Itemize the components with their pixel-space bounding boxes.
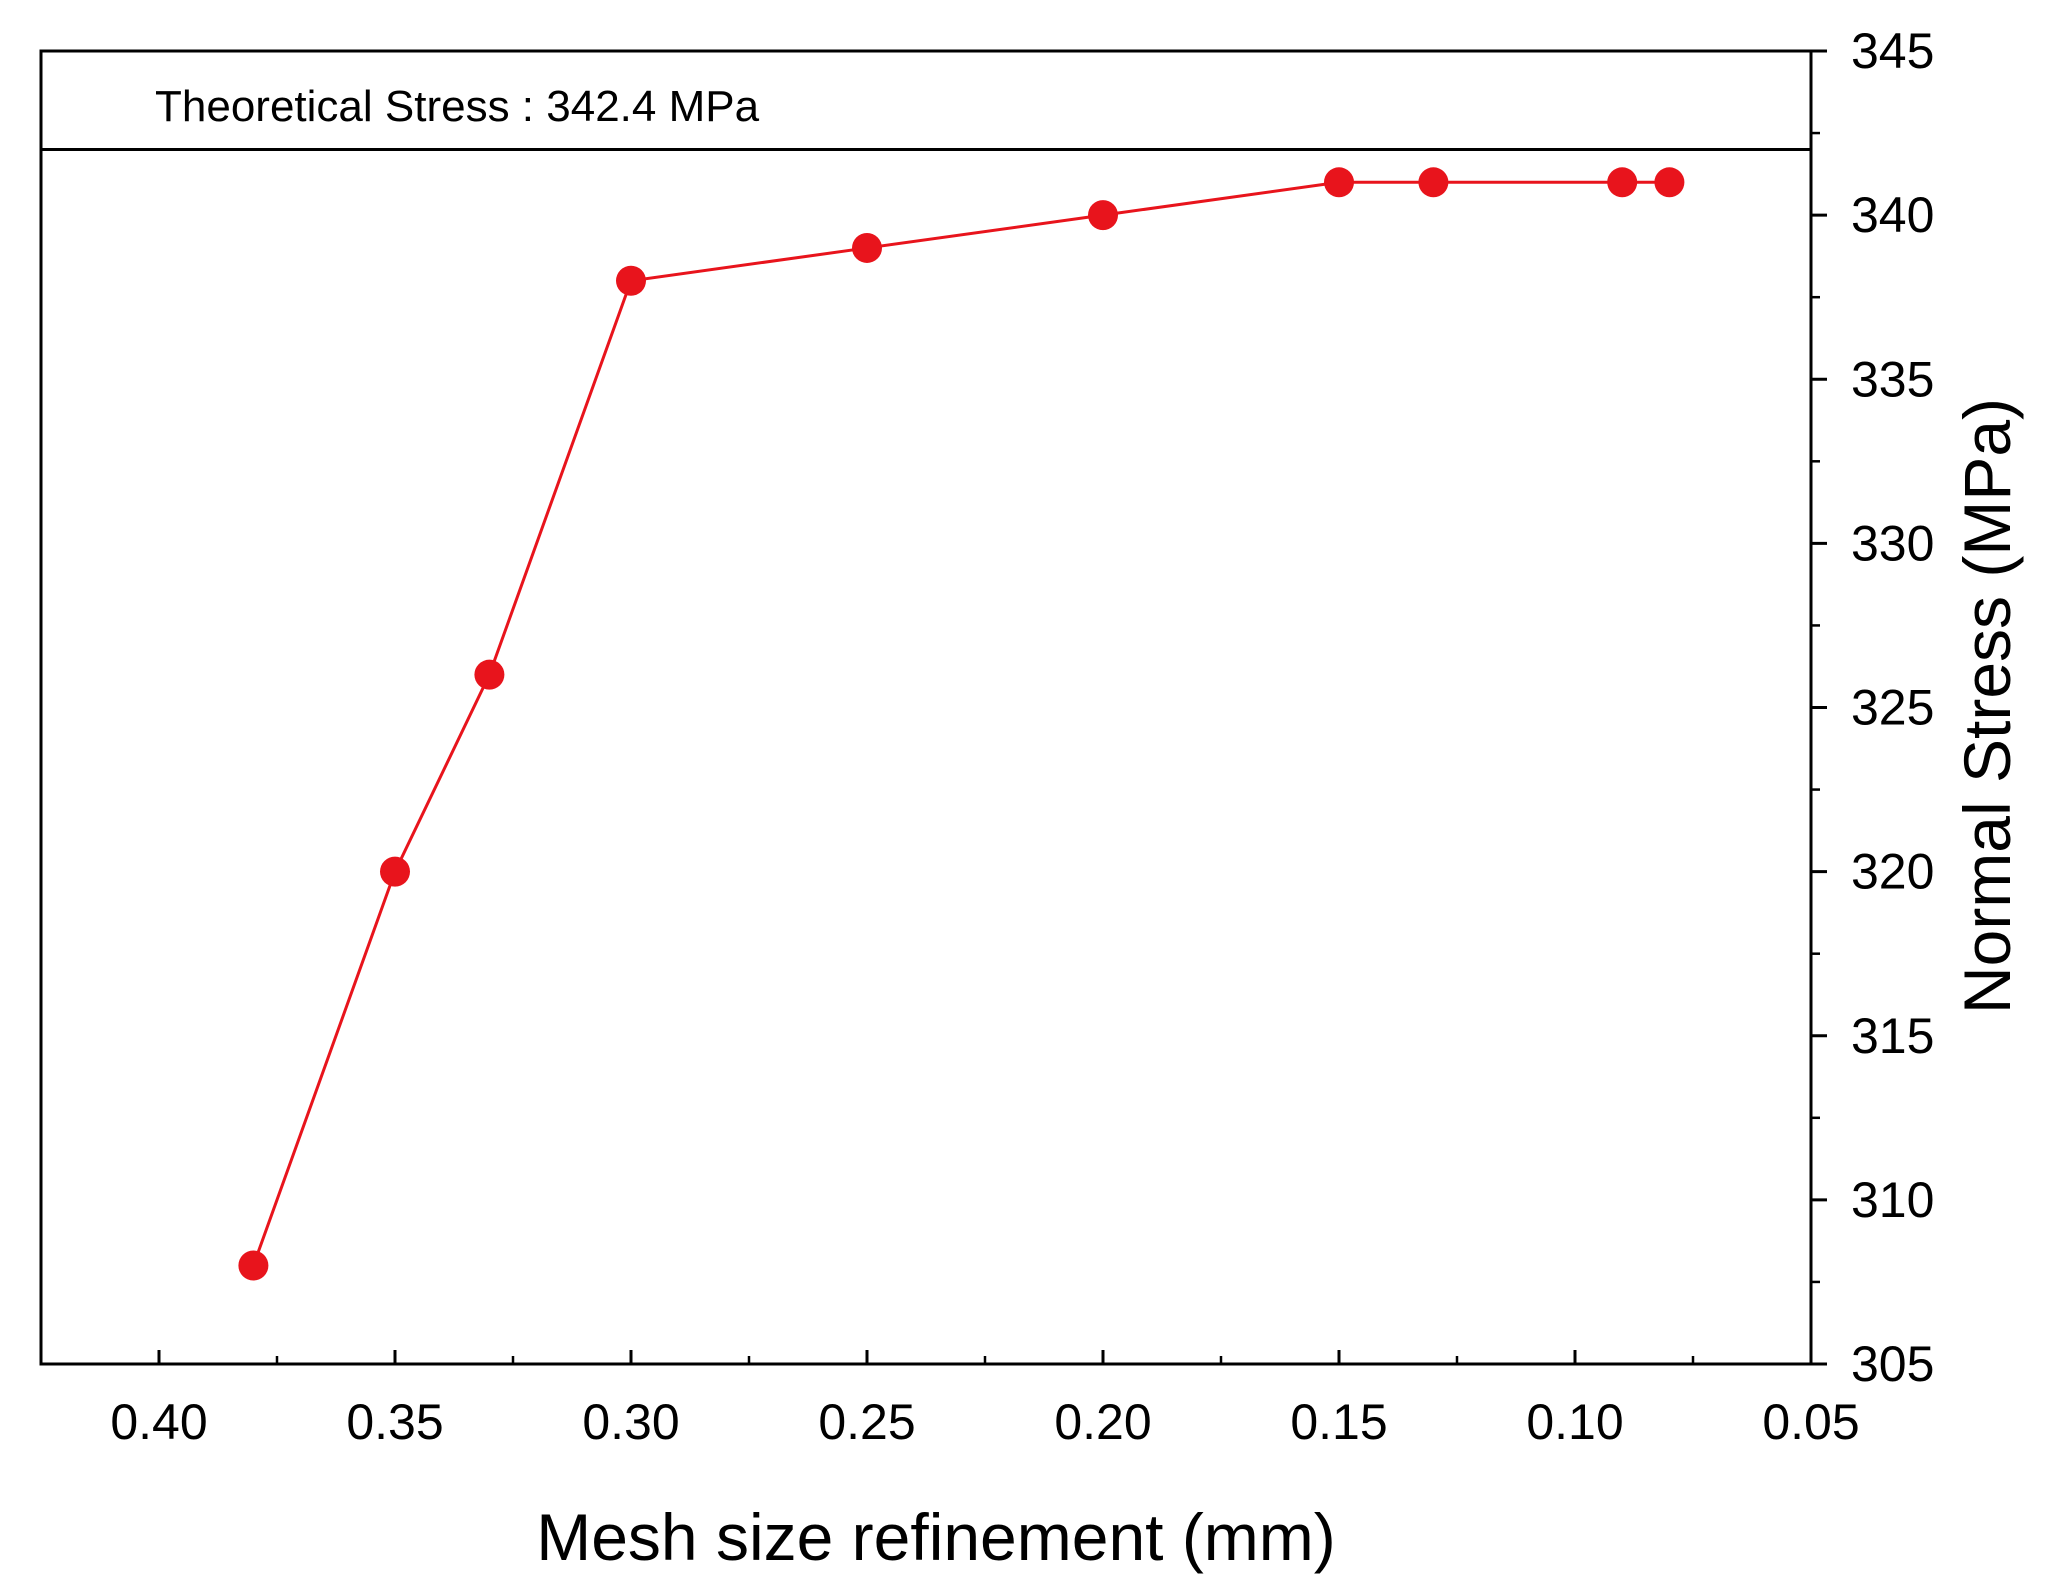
x-tick-label: 0.05 (1762, 1394, 1859, 1450)
data-point (474, 659, 505, 690)
y-tick-label: 330 (1851, 515, 1934, 571)
x-axis: 0.40 0.35 0.30 0.25 0.20 0.15 0.10 0.05 (110, 1350, 1860, 1450)
y-tick-label: 305 (1851, 1336, 1934, 1392)
data-point (1654, 167, 1685, 198)
series-line (251, 180, 1670, 1267)
data-point (380, 856, 410, 887)
y-tick-label: 310 (1851, 1172, 1934, 1228)
data-point (1607, 167, 1638, 198)
x-tick-label: 0.25 (818, 1394, 915, 1450)
y-tick-label: 340 (1851, 187, 1934, 243)
data-point (616, 265, 646, 296)
x-axis-title: Mesh size refinement (mm) (536, 1500, 1336, 1574)
theoretical-stress-annotation: Theoretical Stress : 342.4 MPa (155, 82, 760, 131)
y-axis-title: Normal Stress (MPa) (1950, 398, 2024, 1014)
x-tick-label: 0.10 (1526, 1394, 1623, 1450)
x-tick-label: 0.20 (1054, 1394, 1151, 1450)
data-point (238, 1250, 269, 1281)
x-tick-label: 0.40 (110, 1394, 207, 1450)
y-tick-label: 325 (1851, 680, 1934, 736)
data-point (1324, 167, 1354, 198)
y-tick-label: 335 (1851, 351, 1934, 407)
series-group (238, 167, 1685, 1281)
plot-frame (39, 49, 1813, 1366)
y-tick-label: 345 (1851, 23, 1934, 79)
x-tick-label: 0.35 (346, 1394, 443, 1450)
data-point (852, 232, 882, 263)
x-tick-label: 0.30 (582, 1394, 679, 1450)
data-point (1088, 200, 1118, 231)
y-tick-label: 315 (1851, 1008, 1934, 1064)
y-tick-label: 320 (1851, 844, 1934, 900)
data-point (1418, 167, 1449, 198)
y-axis: 305 310 315 320 325 330 335 340 345 (1811, 23, 1934, 1392)
x-tick-label: 0.15 (1290, 1394, 1387, 1450)
